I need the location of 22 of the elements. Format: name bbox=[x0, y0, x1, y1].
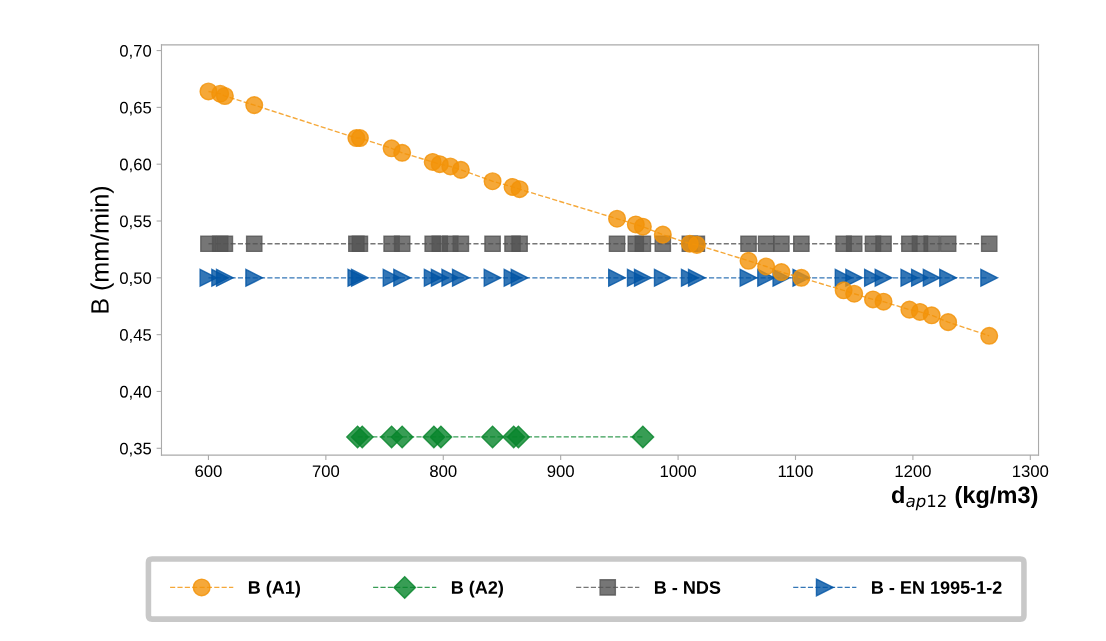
y-tick-label: 0,40 bbox=[119, 385, 152, 400]
legend-label: B (A1) bbox=[248, 580, 300, 598]
legend-label: B - NDS bbox=[654, 581, 721, 594]
legend-label: B (A2) bbox=[451, 580, 503, 598]
legend-label: B - EN 1995-1-2 bbox=[872, 581, 1002, 594]
y-tick-label: 0,60 bbox=[119, 158, 152, 173]
x-tick-label: 700 bbox=[312, 465, 340, 478]
x-axis-title: d$_{ap12}$ (kg/m3) bbox=[891, 485, 1038, 511]
x-tick-label: 900 bbox=[547, 465, 574, 478]
x-tick-label: 600 bbox=[195, 465, 222, 478]
y-tick-label: 0,65 bbox=[119, 101, 152, 116]
y-tick-label: 0,50 bbox=[119, 272, 152, 286]
x-tick-label: 800 bbox=[430, 465, 457, 478]
y-tick-label: 0,35 bbox=[119, 442, 152, 457]
x-tick-label: 1200 bbox=[895, 465, 931, 478]
y-tick-label: 0,45 bbox=[119, 329, 152, 343]
x-tick-label: 1300 bbox=[1013, 465, 1049, 478]
x-tick-label: 1000 bbox=[660, 465, 696, 478]
y-axis-title: B (mm/min) bbox=[90, 186, 114, 313]
y-tick-label: 0,70 bbox=[119, 44, 152, 59]
x-tick-label: 1100 bbox=[778, 465, 813, 478]
y-tick-label: 0,55 bbox=[119, 215, 152, 230]
